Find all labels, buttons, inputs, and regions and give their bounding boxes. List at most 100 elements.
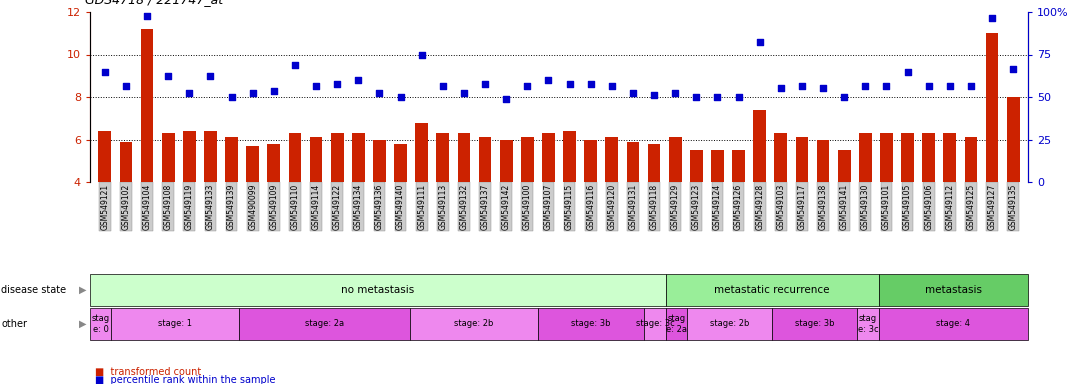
Point (730, 94, 747, 100)
Point (308, 83, 325, 89)
Point (117, 83, 134, 89)
Bar (410, 308, 538, 340)
Text: ■  transformed count: ■ transformed count (96, 367, 201, 377)
Point (962, 83, 979, 89)
Point (793, 83, 810, 89)
Bar (415, 122, 428, 182)
Bar (648, 144, 661, 182)
Point (477, 81, 494, 87)
Bar (119, 142, 132, 182)
Bar (563, 131, 576, 182)
Point (265, 88, 282, 94)
Bar (880, 133, 893, 182)
Bar (733, 150, 745, 182)
Text: stage: 4: stage: 4 (936, 319, 971, 328)
Point (371, 90, 388, 96)
Text: stage: 3b: stage: 3b (795, 319, 835, 328)
Bar (645, 308, 666, 340)
Bar (183, 131, 196, 182)
Bar (161, 133, 174, 182)
Bar (879, 308, 1028, 340)
Point (856, 83, 874, 89)
Bar (310, 137, 323, 182)
Bar (711, 150, 724, 182)
Bar (246, 146, 259, 182)
Point (624, 90, 641, 96)
Point (519, 83, 536, 89)
Text: stage: 2b: stage: 2b (454, 319, 494, 328)
Bar (500, 139, 512, 182)
Bar (204, 131, 216, 182)
Point (223, 94, 240, 100)
Bar (666, 308, 686, 340)
Bar (141, 29, 154, 182)
Point (1005, 66, 1022, 73)
Bar (330, 133, 343, 182)
Bar (838, 150, 850, 182)
Bar (686, 308, 773, 340)
Point (202, 73, 220, 79)
Bar (90, 274, 666, 306)
Text: stag
e: 3c: stag e: 3c (858, 314, 878, 334)
Bar (606, 137, 618, 182)
Bar (288, 133, 301, 182)
Text: stage: 2a: stage: 2a (305, 319, 344, 328)
Bar (90, 308, 111, 340)
Bar (268, 144, 280, 182)
Point (898, 68, 916, 74)
Point (667, 90, 684, 96)
Bar (373, 139, 386, 182)
Bar (666, 274, 879, 306)
Text: stag
e: 2a: stag e: 2a (666, 314, 686, 334)
Bar (457, 133, 470, 182)
Bar (964, 137, 977, 182)
Point (497, 96, 514, 102)
Bar (542, 133, 555, 182)
Point (688, 94, 705, 100)
Bar (437, 133, 449, 182)
Text: stage: 1: stage: 1 (158, 319, 193, 328)
Point (159, 73, 176, 79)
Point (286, 62, 303, 68)
Bar (775, 133, 788, 182)
Point (455, 90, 472, 96)
Bar (944, 133, 957, 182)
Point (751, 39, 768, 45)
Point (139, 13, 156, 19)
Bar (902, 133, 914, 182)
Bar (225, 137, 238, 182)
Text: no metastasis: no metastasis (341, 285, 414, 295)
Bar (584, 139, 597, 182)
Point (392, 94, 409, 100)
Point (561, 81, 578, 87)
Point (942, 83, 959, 89)
Text: ■  percentile rank within the sample: ■ percentile rank within the sample (96, 375, 275, 384)
Point (983, 15, 1001, 22)
Point (815, 85, 832, 91)
Bar (669, 137, 681, 182)
Bar (538, 308, 645, 340)
Point (540, 77, 557, 83)
Bar (795, 137, 808, 182)
Bar (817, 139, 830, 182)
Point (96, 68, 113, 74)
Text: stage: 3b: stage: 3b (571, 319, 611, 328)
Bar (859, 133, 872, 182)
Point (646, 92, 663, 98)
Bar (111, 308, 239, 340)
Bar (879, 274, 1028, 306)
Point (604, 83, 621, 89)
Point (878, 83, 895, 89)
Bar (98, 131, 111, 182)
Bar (394, 144, 407, 182)
Text: metastasis: metastasis (925, 285, 982, 295)
Point (181, 90, 198, 96)
Point (244, 90, 261, 96)
Text: stag
e: 0: stag e: 0 (91, 314, 110, 334)
Bar (521, 137, 534, 182)
Point (328, 81, 345, 87)
Bar (239, 308, 410, 340)
Bar (479, 137, 492, 182)
Bar (352, 133, 365, 182)
Bar (753, 110, 766, 182)
